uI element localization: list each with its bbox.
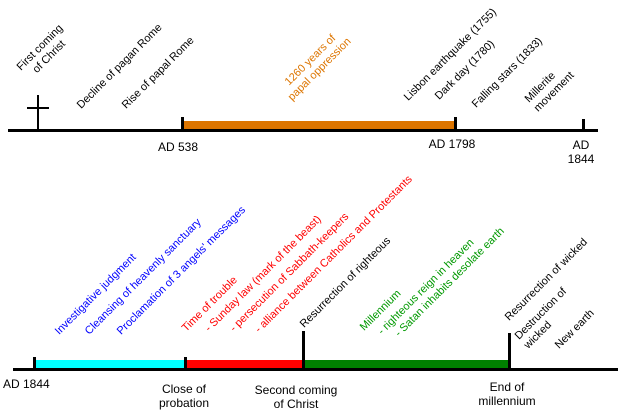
tick-ad-1844-top xyxy=(582,119,585,132)
tick-ad-538 xyxy=(181,117,184,132)
axis-label-ad-1844-bottom: AD 1844 xyxy=(3,377,50,391)
event-label-righteous-reign-in-heaven: - righteous reign in heaven xyxy=(375,236,477,338)
axis-label-end-of-millennium: End of millennium xyxy=(478,380,536,408)
period-bar-time-of-trouble xyxy=(187,360,302,368)
cross-icon xyxy=(27,107,49,109)
period-bar-investigative-judgment xyxy=(35,360,184,368)
event-label-satan-inhabits-desolate-earth: - Satan inhabits desolate earth xyxy=(392,225,507,340)
cross-icon xyxy=(37,95,39,129)
event-label-first-coming-of-christ: First coming of Christ xyxy=(14,22,68,76)
tick-ad-1798 xyxy=(454,117,457,132)
period-bar-millennium xyxy=(305,360,508,368)
axis-label-ad-538: AD 538 xyxy=(157,140,199,154)
tick-close-of-probation xyxy=(184,357,187,371)
event-label-1260-years-papal-oppression: 1260 years of papal oppression xyxy=(282,32,354,104)
event-label-decline-of-pagan-rome: Decline of pagan Rome xyxy=(74,21,165,112)
top-timeline-axis-line xyxy=(8,129,598,132)
axis-label-second-coming-of-christ: Second coming of Christ xyxy=(254,383,338,411)
axis-label-ad-1844-top: AD 1844 xyxy=(567,138,595,166)
tick-second-coming xyxy=(302,331,305,371)
axis-label-close-of-probation: Close of probation xyxy=(158,382,210,410)
event-label-persecution-sabbath-keepers: - persecution of Sabbath-keepers xyxy=(227,210,352,335)
bottom-timeline-axis-line xyxy=(13,368,618,371)
tick-ad-1844-bottom xyxy=(33,357,36,371)
period-bar-papal-oppression xyxy=(184,121,454,129)
tick-end-of-millennium xyxy=(508,333,511,371)
axis-label-ad-1798: AD 1798 xyxy=(428,137,476,151)
